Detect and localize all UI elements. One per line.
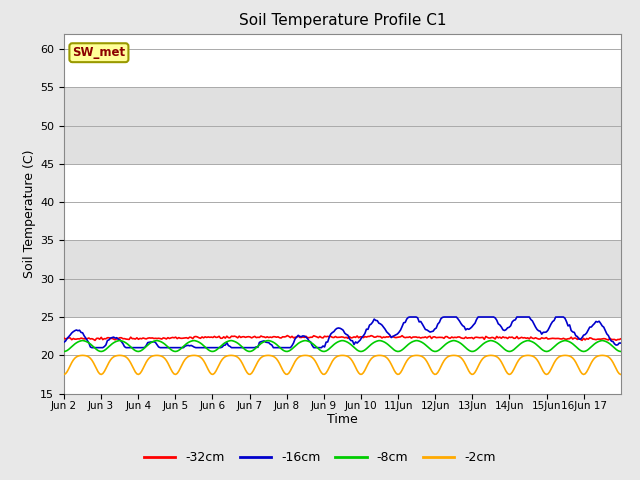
Y-axis label: Soil Temperature (C): Soil Temperature (C) xyxy=(23,149,36,278)
Bar xyxy=(64,317,621,394)
Bar xyxy=(64,164,621,240)
X-axis label: Time: Time xyxy=(327,413,358,426)
Text: SW_met: SW_met xyxy=(72,46,125,59)
Legend: -32cm, -16cm, -8cm, -2cm: -32cm, -16cm, -8cm, -2cm xyxy=(139,446,501,469)
Bar xyxy=(64,87,621,164)
Bar xyxy=(64,240,621,317)
Title: Soil Temperature Profile C1: Soil Temperature Profile C1 xyxy=(239,13,446,28)
Bar xyxy=(64,34,621,87)
